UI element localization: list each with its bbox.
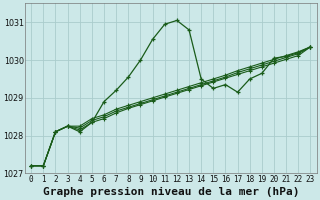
X-axis label: Graphe pression niveau de la mer (hPa): Graphe pression niveau de la mer (hPa) (43, 186, 299, 197)
